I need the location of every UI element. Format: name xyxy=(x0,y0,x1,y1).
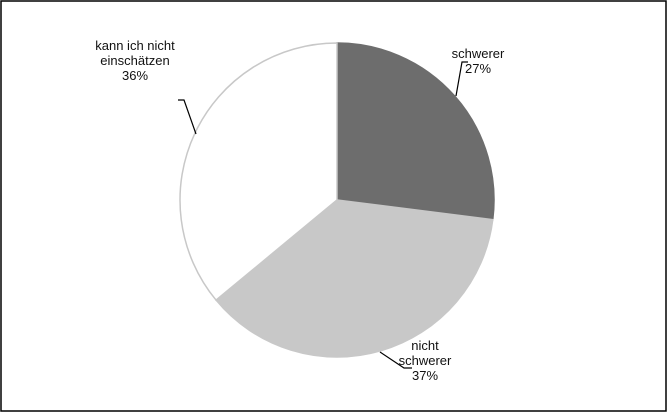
pie-slice xyxy=(179,42,338,302)
data-label: nicht schwerer 37% xyxy=(395,338,455,383)
pie-slice xyxy=(336,42,495,221)
value-label: 37% xyxy=(411,368,439,383)
pie-slice xyxy=(214,199,494,358)
category-label: schwerer xyxy=(451,46,505,61)
category-label: nicht schwerer xyxy=(398,338,452,368)
pie xyxy=(179,42,495,358)
value-label: 36% xyxy=(121,68,149,83)
leader-line xyxy=(178,99,197,135)
leader-line xyxy=(455,61,468,97)
data-label: schwerer 27% xyxy=(448,46,508,76)
category-label: kann ich nicht einschätzen xyxy=(95,38,175,68)
data-label: kann ich nicht einschätzen 36% xyxy=(95,38,175,83)
leader-line xyxy=(379,351,412,369)
value-label: 27% xyxy=(464,61,492,76)
